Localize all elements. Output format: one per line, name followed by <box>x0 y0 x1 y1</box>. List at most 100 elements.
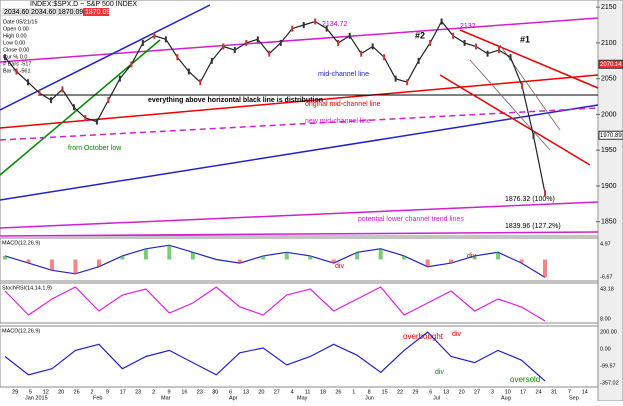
quote-box <box>2 8 28 16</box>
annotation: new mid-channel line <box>305 118 371 125</box>
x-tick-label: 14 <box>582 389 588 395</box>
annotation: 1839.96 (127.2%) <box>505 223 561 230</box>
annotation: 2132 <box>460 23 476 30</box>
y-tick-label: 2150 <box>601 4 617 11</box>
x-tick-label: 9 <box>167 389 170 395</box>
price-bar <box>95 118 98 125</box>
annotation: mid-channel line <box>318 71 369 78</box>
histogram-bar <box>120 255 125 260</box>
panel-label: 200.00 <box>600 329 617 335</box>
histogram-bar <box>49 259 54 271</box>
x-tick-label: 13 <box>443 389 449 395</box>
info-line: Date 05/21/15 <box>3 19 38 25</box>
annotation: div <box>335 263 344 270</box>
price-bar <box>153 32 156 39</box>
quote-value: 2034.60 <box>4 9 29 16</box>
x-tick-label: 29 <box>12 389 18 395</box>
price-bar <box>348 32 351 39</box>
x-tick-label: 1 <box>352 389 355 395</box>
price-bar <box>463 39 466 46</box>
month-label: Jan 2015 <box>25 395 48 401</box>
histogram-bar <box>449 259 454 264</box>
histogram-bar <box>496 252 501 260</box>
month-label: Aug <box>501 395 511 401</box>
price-bar <box>452 32 455 39</box>
price-bar <box>176 54 179 61</box>
price-bar <box>337 39 340 46</box>
y-tick-label: 2050 <box>601 76 617 83</box>
price-bar <box>15 68 18 75</box>
price-line <box>4 20 546 194</box>
price-bar <box>233 47 236 54</box>
x-tick-label: 30 <box>212 389 218 395</box>
histogram-bar <box>26 259 31 264</box>
month-label: Mar <box>161 395 171 401</box>
quote-box <box>29 8 55 16</box>
price-bar <box>302 22 305 29</box>
histogram-bar <box>96 259 101 267</box>
price-bar <box>164 36 167 43</box>
trend-lines <box>0 4 599 237</box>
info-line: Close 0.00 <box>3 47 29 53</box>
annotation: overbought <box>403 332 444 341</box>
quote-value: 1870.09 <box>58 9 83 16</box>
annotation: from October low <box>68 145 122 152</box>
price-label: 2070.14 <box>600 62 622 68</box>
x-tick-label: 11 <box>305 389 311 395</box>
x-tick-label: 20 <box>258 389 264 395</box>
x-tick-label: 22 <box>397 389 403 395</box>
x-tick-label: 24 <box>536 389 542 395</box>
panel-label: 8.00 <box>600 316 611 322</box>
x-tick-label: 5 <box>29 389 32 395</box>
histogram-bar <box>425 259 430 267</box>
price-bar <box>256 36 259 43</box>
x-tick-label: 7 <box>568 389 571 395</box>
header-title: INDEX:$SPX.D ~ S&P 500 INDEX <box>30 1 137 8</box>
price-bar <box>187 68 190 75</box>
quote-value: 1870.09 <box>85 9 110 16</box>
x-tick-label: 13 <box>243 389 249 395</box>
price-bar <box>268 50 271 57</box>
x-tick-label: 29 <box>412 389 418 395</box>
price-bar <box>279 39 282 46</box>
panel-label: 43.18 <box>600 286 614 292</box>
histogram-bar <box>543 259 547 278</box>
price-bar <box>141 39 144 46</box>
info-line: High 0.00 <box>3 33 27 39</box>
macd-panel <box>0 237 599 282</box>
panel-label: -6.67 <box>600 274 613 280</box>
x-tick-label: 3 <box>491 389 494 395</box>
y-tick-label: 1950 <box>601 147 617 154</box>
price-bar <box>84 115 87 121</box>
x-tick-label: 2 <box>152 389 155 395</box>
annotation: #1 <box>520 34 530 44</box>
x-tick-label: 23 <box>135 389 141 395</box>
quote-box <box>83 8 109 16</box>
price-label-box <box>598 130 623 140</box>
price-bar <box>406 79 409 86</box>
histogram-bar <box>378 248 383 260</box>
x-tick-label: 8 <box>368 389 371 395</box>
price-bar <box>107 97 110 104</box>
histogram-bar <box>143 248 148 260</box>
panel-label: -357.02 <box>600 380 619 386</box>
x-tick-label: 20 <box>58 389 64 395</box>
histogram-bar <box>190 252 195 260</box>
histogram-bar <box>402 255 407 260</box>
x-tick-label: 17 <box>120 389 126 395</box>
x-tick-label: 27 <box>474 389 480 395</box>
x-tick-label: 6 <box>229 389 232 395</box>
info-line: # Bars -517 <box>3 61 31 67</box>
histogram-bar <box>472 255 477 260</box>
panel-title: MACD(12,26,9) <box>2 328 40 334</box>
x-tick-label: 4 <box>291 389 294 395</box>
x-tick-label: 20 <box>459 389 465 395</box>
price-bar <box>383 54 386 61</box>
x-tick-label: 16 <box>181 389 187 395</box>
price-bar <box>486 50 489 57</box>
x-tick-label: 2 <box>90 389 93 395</box>
histogram-bar <box>261 255 266 260</box>
x-tick-label: 17 <box>520 389 526 395</box>
annotation: 2134.72 <box>322 21 347 28</box>
x-tick-label: 12 <box>43 389 49 395</box>
